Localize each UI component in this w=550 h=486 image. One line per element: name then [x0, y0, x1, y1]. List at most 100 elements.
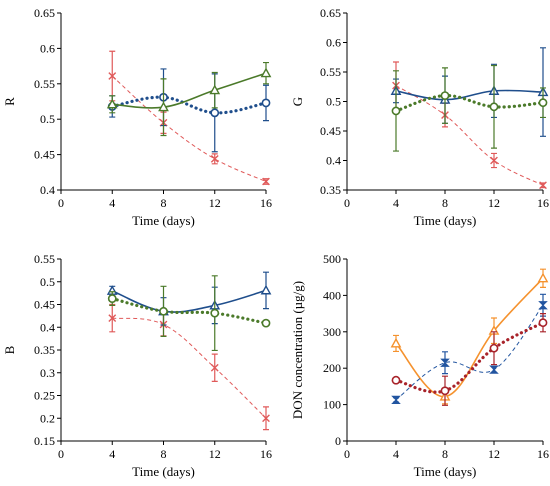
y-tick-label: 0.45	[320, 124, 341, 138]
data-point-s2-p2	[209, 84, 221, 95]
y-tick-label: 0.55	[320, 65, 341, 79]
data-point-s0-p0	[108, 72, 117, 80]
y-tick-label: 0.55	[34, 252, 55, 266]
data-point-s2-p0	[391, 375, 401, 385]
data-point-s2-p0	[106, 98, 118, 109]
y-tick-label: 300	[323, 325, 341, 339]
data-point-s1-p2	[210, 108, 220, 118]
x-axis-label: Time (days)	[132, 464, 195, 479]
y-tick-label: 0.4	[40, 183, 55, 197]
x-tick-label: 0	[344, 447, 350, 461]
y-tick-label: 0.25	[34, 389, 55, 403]
x-tick-label: 0	[58, 196, 64, 210]
x-tick-label: 4	[109, 196, 115, 210]
data-point-s2-p3	[538, 318, 548, 328]
x-tick-label: 12	[488, 447, 500, 461]
y-tick-label: 400	[323, 288, 341, 302]
x-tick-label: 16	[260, 447, 272, 461]
x-tick-label: 12	[209, 196, 221, 210]
x-axis-label: Time (days)	[414, 213, 477, 228]
data-point-s2-p3	[261, 318, 271, 328]
data-point-s0-p0	[108, 314, 117, 323]
x-tick-label: 16	[537, 196, 549, 210]
y-tick-label: 200	[323, 361, 341, 375]
x-tick-label: 8	[161, 196, 167, 210]
data-point-s0-p3	[262, 414, 270, 423]
data-point-s0-p2	[210, 154, 219, 163]
y-tick-label: 500	[323, 252, 341, 266]
y-axis-label: DON concentration (µg/g)	[290, 281, 305, 419]
data-point-s1-p3	[260, 284, 272, 295]
series-line-1	[395, 89, 544, 101]
y-tick-label: 0.35	[34, 343, 55, 357]
y-tick-label: 0.3	[40, 366, 55, 380]
chart-don: 0 100 200 300 400 500 0 4 8 12 16 Time (days) DON co…	[290, 252, 549, 479]
series-line-2	[110, 296, 268, 325]
y-tick-label: 0.45	[34, 298, 55, 312]
data-point-s2-p1	[158, 101, 169, 112]
x-tick-label: 16	[537, 447, 549, 461]
y-tick-label: 0.2	[40, 411, 55, 425]
data-point-s0-p3	[537, 272, 549, 283]
x-tick-label: 4	[393, 196, 399, 210]
data-point-s2-p2	[489, 343, 499, 353]
y-tick-label: 0.65	[34, 6, 55, 20]
chart-r: 0.4 0.45 0.5 0.55 0.6 0.65 0 4 8 12 16 Time (days) R	[2, 6, 272, 228]
series-line-1	[111, 289, 267, 313]
y-axis-label: R	[2, 97, 17, 106]
series-line-0	[395, 85, 544, 186]
data-point-s2-p3	[260, 67, 272, 78]
data-point-s2-p1	[440, 91, 450, 100]
y-tick-label: 0.5	[326, 95, 341, 109]
y-tick-label: 0.45	[34, 148, 55, 162]
data-point-s2-p0	[107, 294, 117, 303]
x-tick-label: 0	[344, 196, 350, 210]
y-tick-label: 0.15	[34, 434, 55, 448]
x-tick-label: 12	[209, 447, 221, 461]
data-point-s1-p1	[440, 358, 450, 367]
x-tick-label: 8	[442, 447, 448, 461]
data-point-s0-p2	[490, 156, 498, 165]
data-point-s1-p3	[538, 301, 548, 310]
x-tick-label: 8	[442, 196, 448, 210]
y-axis-label: G	[290, 97, 305, 106]
y-tick-label: 0.5	[40, 275, 55, 289]
series-line-2	[394, 93, 545, 113]
series-line-2	[112, 72, 267, 109]
x-tick-label: 4	[393, 447, 399, 461]
x-axis-label: Time (days)	[414, 464, 477, 479]
chart-b: 0.15 0.2 0.25 0.3 0.35 0.4 0.45 0.5 0.55 0 4 8 12 16 T…	[2, 252, 272, 479]
series-line-0	[111, 75, 267, 182]
data-point-s2-p3	[538, 98, 548, 108]
data-point-s0-p3	[539, 181, 547, 190]
data-point-s0-p3	[262, 177, 270, 186]
y-tick-label: 100	[323, 398, 341, 412]
data-point-s2-p1	[440, 386, 450, 396]
y-tick-label: 0.6	[326, 36, 341, 50]
x-tick-label: 4	[109, 447, 115, 461]
data-point-s1-p0	[391, 395, 401, 404]
y-tick-label: 0.6	[40, 41, 55, 55]
data-point-s2-p0	[391, 106, 401, 116]
series-line-0	[112, 317, 267, 419]
data-point-s0-p2	[210, 363, 219, 372]
data-point-s2-p2	[489, 102, 499, 112]
series-line-2	[394, 321, 545, 394]
y-tick-label: 0.65	[320, 6, 341, 20]
y-tick-label: 0	[335, 434, 341, 448]
series-line-1	[395, 304, 544, 401]
y-tick-label: 0.4	[40, 320, 55, 334]
x-tick-label: 8	[161, 447, 167, 461]
x-tick-label: 12	[488, 196, 500, 210]
y-tick-label: 0.55	[34, 77, 55, 91]
series-line-0	[395, 277, 544, 398]
y-tick-label: 0.5	[40, 112, 55, 126]
data-point-s0-p0	[390, 337, 402, 348]
y-tick-label: 0.4	[326, 154, 341, 168]
data-point-s2-p2	[210, 308, 220, 318]
chart-g: 0.35 0.4 0.45 0.5 0.55 0.6 0.65 0 4 8 12 16 Time (da…	[290, 6, 549, 228]
x-tick-label: 0	[58, 447, 64, 461]
x-axis-label: Time (days)	[132, 213, 195, 228]
y-tick-label: 0.35	[320, 183, 341, 197]
